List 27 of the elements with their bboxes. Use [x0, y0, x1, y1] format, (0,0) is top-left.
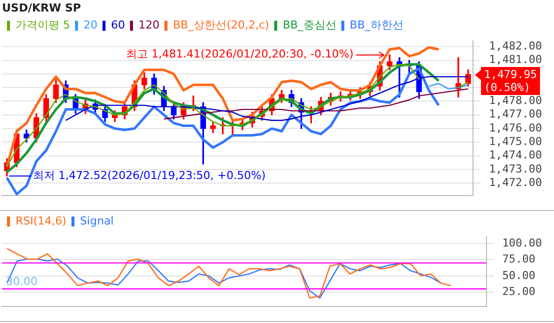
y-tick-label: 1,476.00	[489, 121, 542, 134]
annotation: 최저 1,472.52(2026/01/19,23:50, +0.50%)	[32, 168, 266, 182]
y-tick-label: 1,472.00	[489, 176, 542, 189]
y-tick-label: 25.00	[502, 284, 536, 298]
text: 1,479.95 (0.50%)	[484, 68, 537, 94]
legend-label: 120	[138, 18, 160, 32]
y-tick-label: 1,478.00	[489, 94, 542, 108]
y-tick-label: 1,474.00	[489, 148, 542, 162]
annotation: 최고 1,481.41(2026/01/20,20:30, -0.10%)	[126, 48, 354, 61]
legend-label: Signal	[80, 214, 114, 228]
y-tick-label: 1,481.00	[489, 53, 542, 66]
legend-label: 60	[110, 18, 125, 32]
legend-label: 가격이평 5	[16, 18, 70, 32]
legend-label: RSI(14,6)	[16, 214, 66, 228]
y-tick-label: 1,473.00	[489, 162, 542, 176]
chart-title: USD/KRW SP	[2, 1, 81, 14]
y-tick-label: 75.00	[502, 252, 536, 266]
annotation: 30.00	[6, 275, 38, 288]
y-tick-label: 1,477.00	[489, 108, 542, 121]
legend-label: 20	[83, 18, 98, 32]
legend-label: BB_하한선	[350, 18, 404, 32]
legend-label: BB_중심선	[282, 18, 336, 32]
legend-label: BB_상한선(20,2,c)	[172, 18, 270, 32]
y-tick-label: 1,475.00	[489, 135, 542, 148]
y-tick-label: 100.00	[502, 236, 542, 250]
y-tick-label: 1,482.00	[489, 40, 542, 53]
y-tick-label: 50.00	[502, 268, 536, 282]
